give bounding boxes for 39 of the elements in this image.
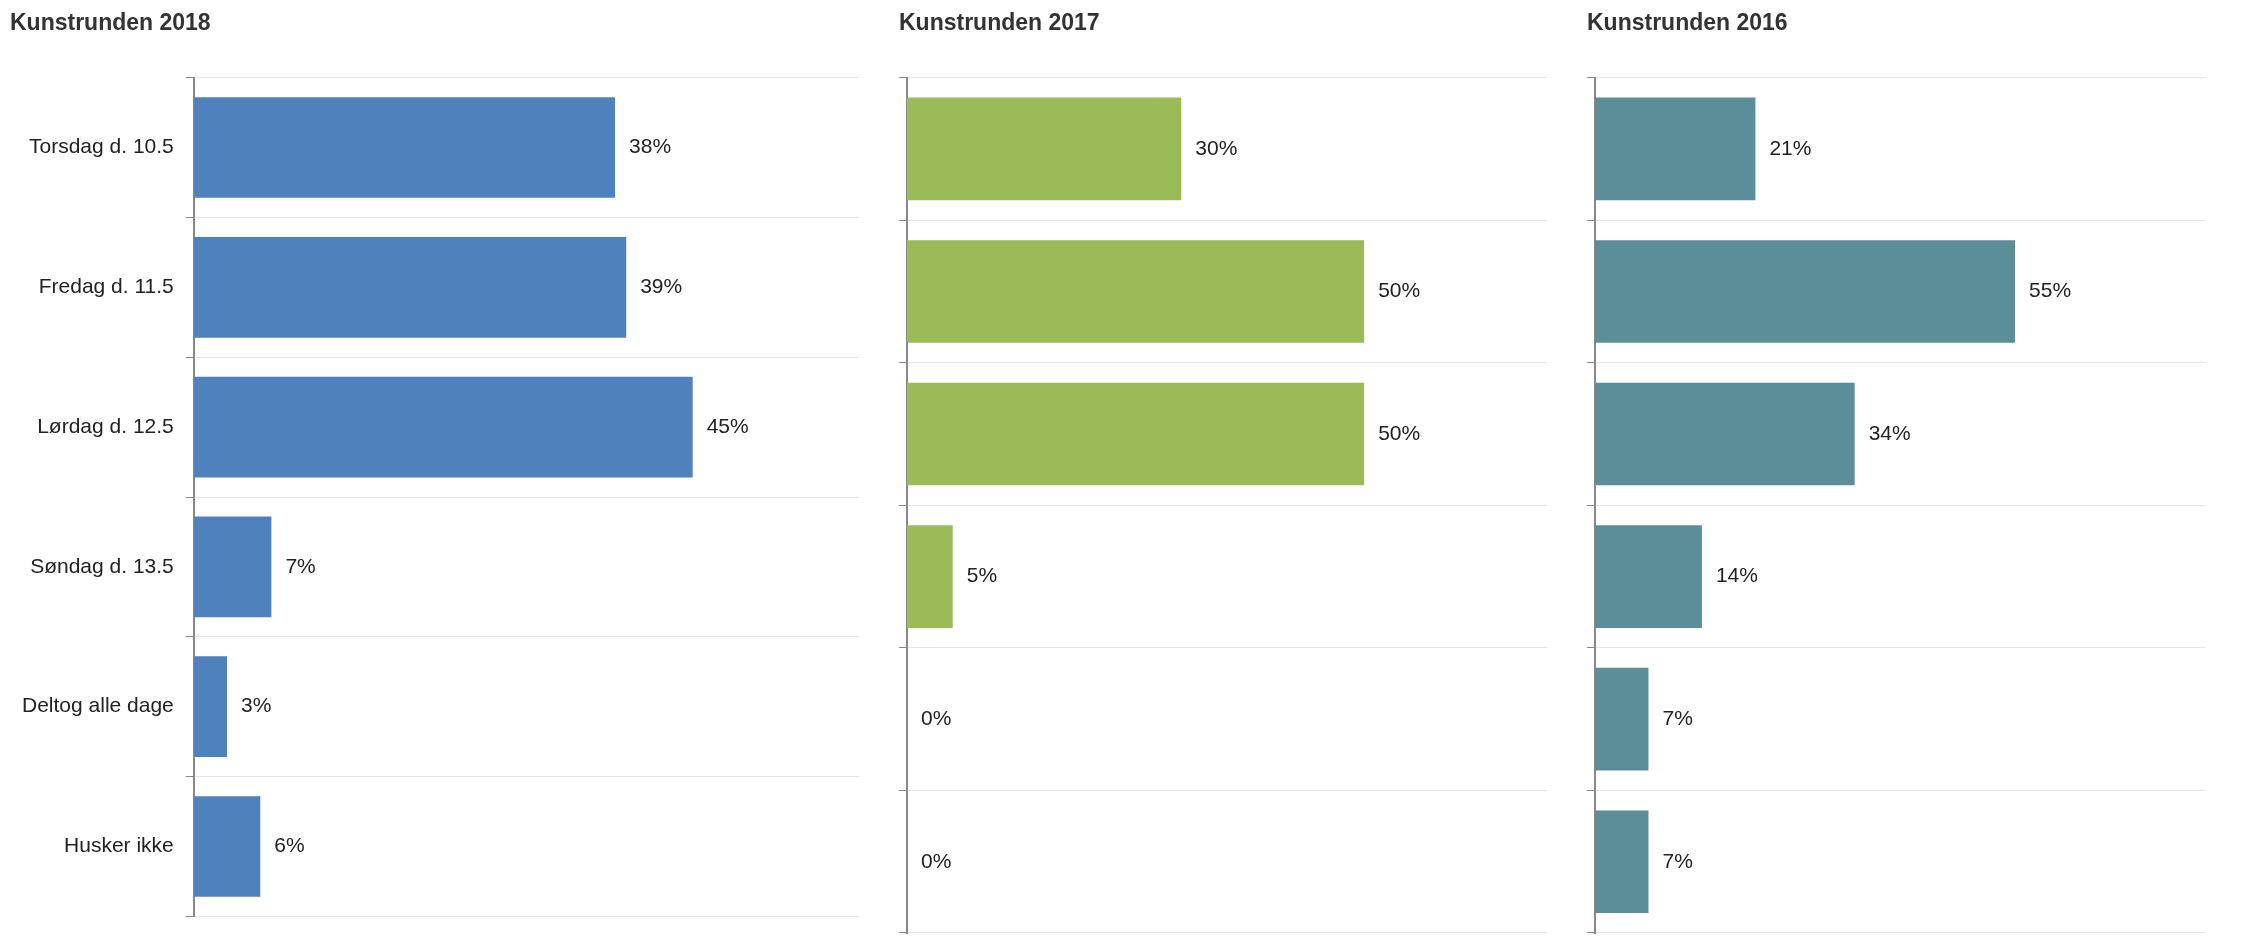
data-label: 14%	[1715, 563, 1758, 587]
y-tick-label: Lørdag d. 12.5	[37, 413, 174, 437]
bar	[193, 376, 693, 478]
y-tick-label: Deltog alle dage	[22, 693, 174, 717]
data-label: 38%	[629, 134, 672, 158]
data-label: 50%	[1378, 420, 1421, 444]
data-label: 45%	[706, 413, 749, 437]
bar	[193, 656, 228, 758]
data-label: 7%	[285, 553, 316, 577]
data-label: 5%	[966, 563, 998, 587]
chart-title: Kunstrunden 2018	[10, 9, 211, 36]
data-label: 39%	[640, 274, 683, 298]
bar	[193, 97, 616, 198]
y-tick-label: Fredag d. 11.5	[38, 274, 174, 298]
data-label: 0%	[921, 848, 952, 872]
data-label: 34%	[1868, 420, 1911, 444]
data-label: 3%	[241, 693, 272, 717]
bar	[193, 236, 627, 338]
y-tick-label: Søndag d. 13.5	[30, 553, 174, 577]
chart-title: Kunstrunden 2016	[1587, 9, 1788, 36]
bar	[1595, 97, 1756, 201]
y-tick-label: Torsdag d. 10.5	[29, 134, 174, 158]
chart-title: Kunstrunden 2017	[899, 9, 1100, 36]
data-label: 55%	[2029, 278, 2072, 302]
data-label: 30%	[1195, 135, 1238, 159]
bar	[1595, 382, 1855, 486]
bar	[1595, 810, 1649, 914]
data-label: 50%	[1378, 278, 1421, 302]
bar	[193, 516, 272, 618]
y-tick-label: Husker ikke	[64, 833, 174, 857]
data-label: 7%	[1662, 848, 1693, 872]
bar	[193, 796, 261, 897]
bar	[1595, 525, 1702, 628]
data-label: 21%	[1769, 135, 1812, 159]
data-label: 7%	[1662, 705, 1693, 729]
bar	[1595, 240, 2016, 343]
data-label: 0%	[921, 705, 952, 729]
data-label: 6%	[274, 833, 305, 857]
bar	[1595, 667, 1649, 771]
